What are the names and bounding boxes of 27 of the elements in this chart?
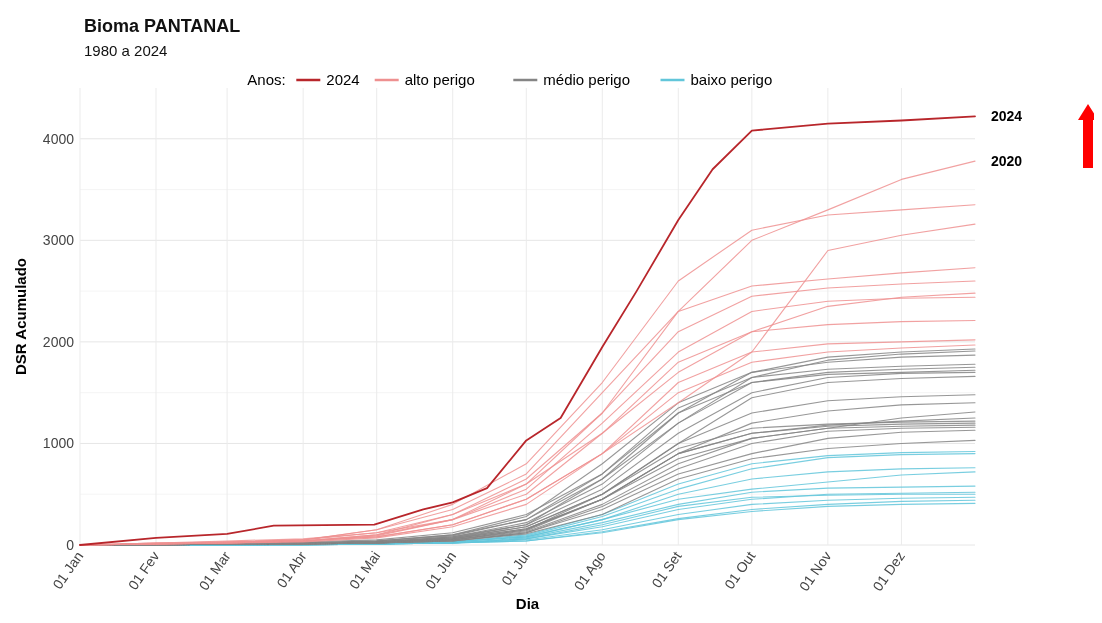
y-tick-label: 3000 — [42, 232, 75, 249]
x-tick-label: 01 Mai — [345, 548, 384, 592]
x-tick-label: 01 Dez — [869, 548, 908, 594]
x-tick-label: 01 Jun — [421, 548, 460, 592]
y-tick-label: 1000 — [42, 435, 75, 452]
x-tick-label: 01 Mar — [195, 548, 234, 594]
y-axis-title: DSR Acumulado — [12, 258, 29, 375]
legend-label: alto perigo — [404, 71, 475, 89]
x-tick-label: 01 Nov — [795, 548, 835, 594]
x-tick-label: 01 Abr — [273, 548, 310, 591]
x-tick-label: 01 Jul — [498, 548, 533, 589]
y-tick-label: 2000 — [42, 333, 75, 350]
x-tick-label: 01 Fev — [124, 548, 163, 593]
x-tick-label: 01 Ago — [570, 548, 609, 594]
annotation: 2024 — [991, 108, 1023, 125]
legend-label: 2024 — [326, 71, 360, 89]
y-tick-label: 0 — [66, 536, 75, 553]
y-tick-label: 4000 — [42, 130, 75, 147]
chart-subtitle: 1980 a 2024 — [84, 42, 168, 59]
x-axis-title: Dia — [515, 595, 540, 612]
legend-label: baixo perigo — [690, 71, 773, 89]
x-tick-label: 01 Set — [648, 548, 685, 591]
x-tick-label: 01 Out — [721, 548, 759, 592]
legend-label: médio perigo — [543, 71, 631, 89]
chart-title: Bioma PANTANAL — [84, 16, 241, 36]
annotation: 2020 — [991, 153, 1023, 170]
legend-title: Anos: — [247, 71, 286, 89]
